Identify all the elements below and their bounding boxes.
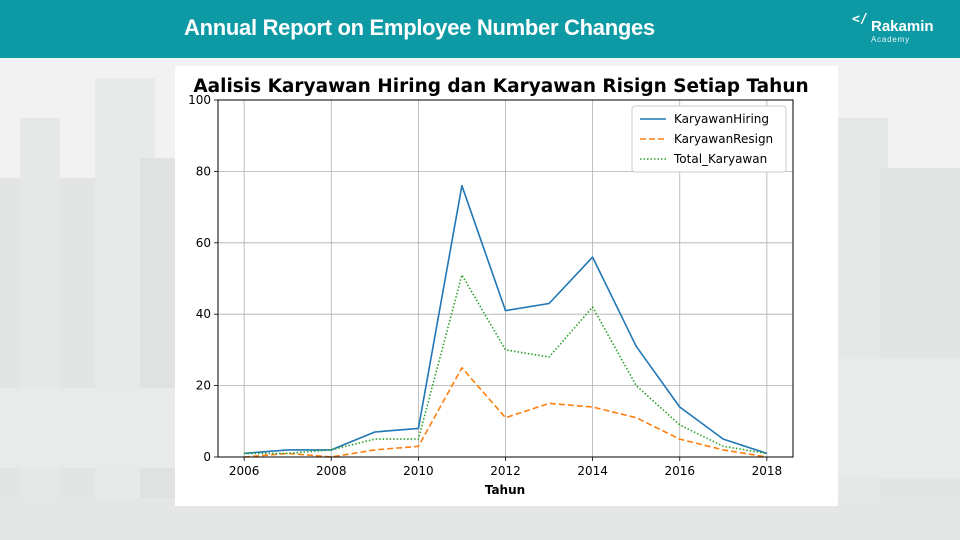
series-lines bbox=[244, 184, 768, 458]
legend-label: KaryawanHiring bbox=[674, 112, 769, 126]
chart-title: Aalisis Karyawan Hiring dan Karyawan Ris… bbox=[193, 76, 808, 97]
legend-box bbox=[631, 105, 787, 173]
x-tick-label: 2010 bbox=[403, 464, 434, 478]
x-tick-label: 2016 bbox=[664, 464, 695, 478]
logo-subtitle: Academy bbox=[871, 35, 910, 44]
chart-panel: Aalisis Karyawan Hiring dan Karyawan Ris… bbox=[175, 66, 838, 506]
y-tick-label: 80 bbox=[196, 164, 211, 178]
logo-name: Rakamin bbox=[871, 18, 934, 35]
line-chart: Aalisis Karyawan Hiring dan Karyawan Ris… bbox=[188, 76, 809, 497]
legend-label: Total_Karyawan bbox=[673, 152, 767, 166]
y-tick-label: 0 bbox=[203, 450, 211, 464]
y-tick-label: 60 bbox=[196, 236, 211, 250]
rakamin-logo: </ Rakamin Academy bbox=[852, 12, 944, 46]
x-tick-label: 2012 bbox=[490, 464, 521, 478]
x-axis-label: Tahun bbox=[485, 483, 525, 497]
series-line-karyawanresign bbox=[244, 366, 768, 458]
x-tick-label: 2006 bbox=[229, 464, 260, 478]
axis-ticks: 2006 2008 2010 2012 2014 2016 2018 0 20 40 60 80 100 bbox=[188, 93, 782, 478]
page-title: Annual Report on Employee Number Changes bbox=[184, 15, 655, 40]
code-bracket-icon: </ bbox=[852, 12, 868, 27]
series-line-karyawanhiring bbox=[244, 184, 768, 455]
x-tick-label: 2008 bbox=[316, 464, 347, 478]
header-bar: Annual Report on Employee Number Changes… bbox=[0, 0, 960, 58]
y-tick-label: 40 bbox=[196, 307, 211, 321]
x-tick-label: 2014 bbox=[577, 464, 608, 478]
y-tick-label: 20 bbox=[196, 379, 211, 393]
legend: KaryawanHiring KaryawanResign Total_Karyaw… bbox=[631, 105, 787, 173]
x-tick-label: 2018 bbox=[752, 464, 783, 478]
y-tick-label: 100 bbox=[188, 93, 211, 107]
legend-label: KaryawanResign bbox=[674, 132, 773, 146]
